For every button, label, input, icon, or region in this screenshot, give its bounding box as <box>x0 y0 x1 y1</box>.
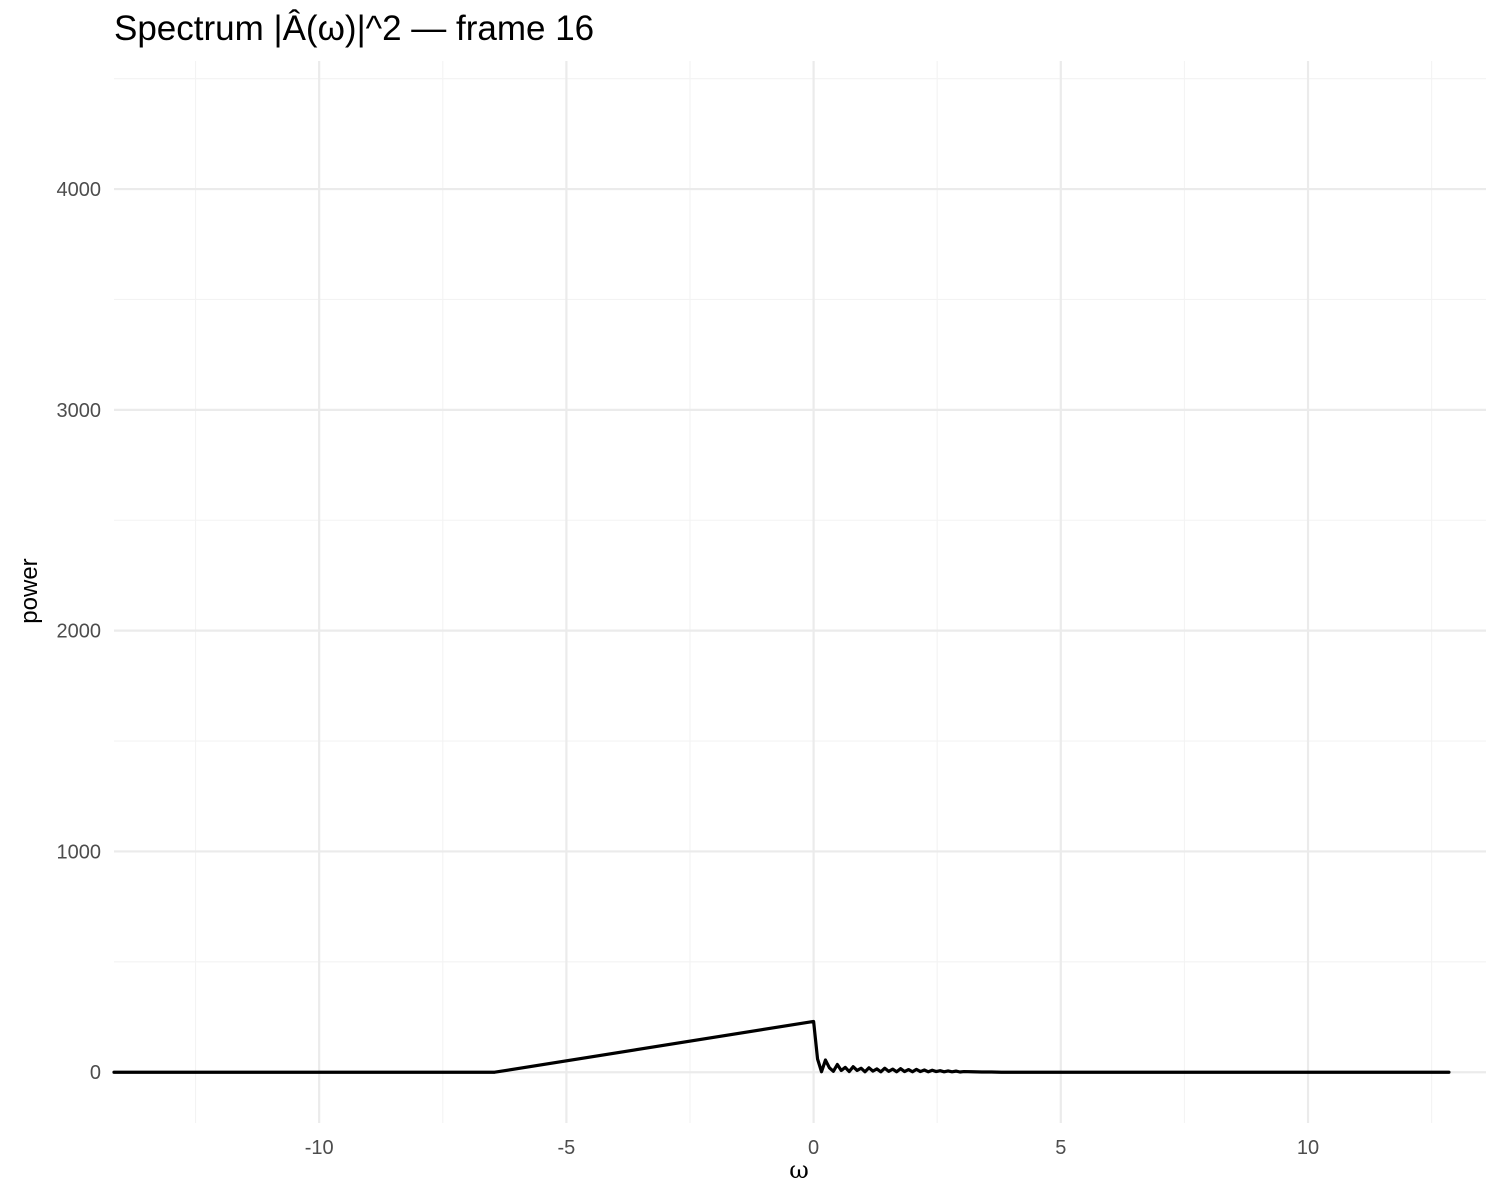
spectrum-line <box>112 1019 1451 1074</box>
y-tick-label: 2000 <box>57 621 102 643</box>
x-tick-label: -10 <box>305 1137 334 1159</box>
x-tick-label: 0 <box>808 1137 819 1159</box>
x-tick-label: 5 <box>1055 1137 1066 1159</box>
y-tick-label: 4000 <box>57 179 102 201</box>
x-axis-tick-labels: -10 -5 0 5 10 <box>305 1137 1319 1159</box>
y-tick-label: 1000 <box>57 841 102 863</box>
minor-gridlines <box>114 61 1486 1123</box>
series-layer <box>112 1019 1451 1074</box>
x-axis-label: ω <box>789 1156 809 1184</box>
x-tick-label: -5 <box>557 1137 575 1159</box>
y-axis-tick-labels: 0 1000 2000 3000 4000 <box>57 179 102 1084</box>
y-tick-label: 3000 <box>57 400 102 422</box>
chart-title: Spectrum |Â(ω)|^2 — frame 16 <box>114 9 594 48</box>
y-tick-label: 0 <box>90 1062 101 1084</box>
major-gridlines <box>114 61 1486 1123</box>
x-tick-label: 10 <box>1297 1137 1319 1159</box>
y-axis-label: power <box>16 558 43 623</box>
